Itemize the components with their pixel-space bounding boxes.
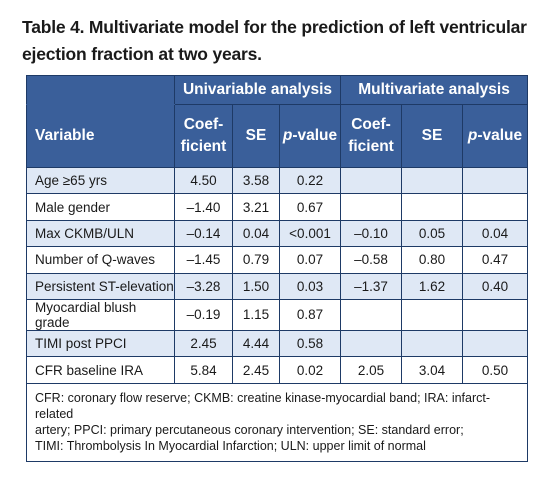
cell-m-se bbox=[401, 166, 464, 195]
cell-m-coef: –0.58 bbox=[340, 246, 403, 274]
cell-u-p: 0.02 bbox=[278, 356, 342, 384]
table-row: Number of Q-waves –1.45 0.79 0.07 –0.58 … bbox=[26, 246, 529, 274]
cell-m-se bbox=[401, 298, 464, 331]
cell-u-coef: –0.19 bbox=[174, 298, 233, 331]
cell-m-coef bbox=[340, 298, 403, 331]
cell-m-coef: 2.05 bbox=[340, 356, 403, 384]
column-header-variable: Variable bbox=[26, 104, 175, 168]
cell-m-p bbox=[462, 329, 529, 358]
footnote-line-3: TIMI: Thrombolysis In Myocardial Infarct… bbox=[35, 438, 426, 453]
cell-m-p bbox=[462, 166, 529, 195]
caption-line-1: Table 4. Multivariate model for the pred… bbox=[22, 17, 527, 37]
column-header-u-pvalue: p-value bbox=[278, 104, 342, 168]
cell-u-se: 4.44 bbox=[232, 329, 280, 358]
cell-u-se: 0.79 bbox=[232, 246, 280, 274]
cell-u-se: 3.21 bbox=[232, 193, 280, 221]
cell-u-se: 1.15 bbox=[232, 298, 280, 331]
table-caption: Table 4. Multivariate model for the pred… bbox=[22, 14, 527, 68]
cell-m-coef bbox=[340, 166, 403, 195]
cell-u-se: 0.04 bbox=[232, 219, 280, 248]
cell-u-p: 0.07 bbox=[278, 246, 342, 274]
row-label: TIMI post PPCI bbox=[26, 329, 175, 358]
cell-u-p: 0.67 bbox=[278, 193, 342, 221]
cell-u-coef: 5.84 bbox=[174, 356, 233, 384]
column-header-row: Variable Coef- ficient SE p-value Coef- … bbox=[26, 104, 529, 168]
table-row: CFR baseline IRA 5.84 2.45 0.02 2.05 3.0… bbox=[26, 356, 529, 384]
cell-m-coef bbox=[340, 193, 403, 221]
cell-m-se bbox=[401, 329, 464, 358]
table-row: Age ≥65 yrs 4.50 3.58 0.22 bbox=[26, 166, 529, 195]
row-label: Male gender bbox=[26, 193, 175, 221]
cell-u-coef: 2.45 bbox=[174, 329, 233, 358]
cell-m-coef: –1.37 bbox=[340, 272, 403, 300]
cell-m-coef: –0.10 bbox=[340, 219, 403, 248]
cell-m-se: 3.04 bbox=[401, 356, 464, 384]
cell-m-p: 0.40 bbox=[462, 272, 529, 300]
footnote-line-2: artery; PPCI: primary percutaneous coron… bbox=[35, 422, 464, 437]
cell-u-p: 0.22 bbox=[278, 166, 342, 195]
cell-m-p: 0.50 bbox=[462, 356, 529, 384]
cell-m-p: 0.04 bbox=[462, 219, 529, 248]
row-label: Persistent ST-elevation bbox=[26, 272, 175, 300]
cell-u-se: 3.58 bbox=[232, 166, 280, 195]
results-table: Univariable analysis Multivariate analys… bbox=[25, 75, 529, 462]
row-label: Age ≥65 yrs bbox=[26, 166, 175, 195]
cell-u-coef: –3.28 bbox=[174, 272, 233, 300]
cell-u-coef: –1.40 bbox=[174, 193, 233, 221]
results-table-container: Univariable analysis Multivariate analys… bbox=[25, 75, 529, 462]
cell-m-se: 0.80 bbox=[401, 246, 464, 274]
row-label: Number of Q-waves bbox=[26, 246, 175, 274]
footnote-row: CFR: coronary flow reserve; CKMB: creati… bbox=[25, 382, 529, 462]
cell-u-coef: –1.45 bbox=[174, 246, 233, 274]
cell-m-p bbox=[462, 298, 529, 331]
table-row: Persistent ST-elevation –3.28 1.50 0.03 … bbox=[26, 272, 529, 300]
cell-m-coef bbox=[340, 329, 403, 358]
footnote-line-1: CFR: coronary flow reserve; CKMB: creati… bbox=[35, 390, 491, 421]
table-footnote: CFR: coronary flow reserve; CKMB: creati… bbox=[25, 382, 529, 462]
caption-line-2: ejection fraction at two years. bbox=[22, 44, 262, 64]
row-label: CFR baseline IRA bbox=[26, 356, 175, 384]
row-label: Max CKMB/ULN bbox=[26, 219, 175, 248]
cell-u-p: 0.03 bbox=[278, 272, 342, 300]
column-header-u-coefficient: Coef- ficient bbox=[174, 104, 233, 168]
cell-u-se: 2.45 bbox=[232, 356, 280, 384]
group-header-row: Univariable analysis Multivariate analys… bbox=[26, 75, 529, 105]
cell-m-se: 1.62 bbox=[401, 272, 464, 300]
cell-u-p: <0.001 bbox=[278, 219, 342, 248]
row-label: Myocardial blush grade bbox=[26, 298, 175, 331]
column-header-m-se: SE bbox=[401, 104, 464, 168]
cell-u-p: 0.87 bbox=[278, 298, 342, 331]
cell-m-p: 0.47 bbox=[462, 246, 529, 274]
cell-u-coef: 4.50 bbox=[174, 166, 233, 195]
cell-u-se: 1.50 bbox=[232, 272, 280, 300]
column-header-m-pvalue: p-value bbox=[462, 104, 529, 168]
group-header-multivariate: Multivariate analysis bbox=[340, 75, 529, 105]
table-row: Myocardial blush grade –0.19 1.15 0.87 bbox=[26, 298, 529, 331]
cell-m-se bbox=[401, 193, 464, 221]
group-header-blank bbox=[26, 75, 175, 105]
table-row: Male gender –1.40 3.21 0.67 bbox=[26, 193, 529, 221]
cell-u-p: 0.58 bbox=[278, 329, 342, 358]
cell-m-se: 0.05 bbox=[401, 219, 464, 248]
table-row: TIMI post PPCI 2.45 4.44 0.58 bbox=[26, 329, 529, 358]
table-row: Max CKMB/ULN –0.14 0.04 <0.001 –0.10 0.0… bbox=[26, 219, 529, 248]
column-header-u-se: SE bbox=[232, 104, 280, 168]
group-header-univariable: Univariable analysis bbox=[173, 75, 342, 105]
cell-m-p bbox=[462, 193, 529, 221]
cell-u-coef: –0.14 bbox=[174, 219, 233, 248]
column-header-m-coefficient: Coef- ficient bbox=[340, 104, 403, 168]
